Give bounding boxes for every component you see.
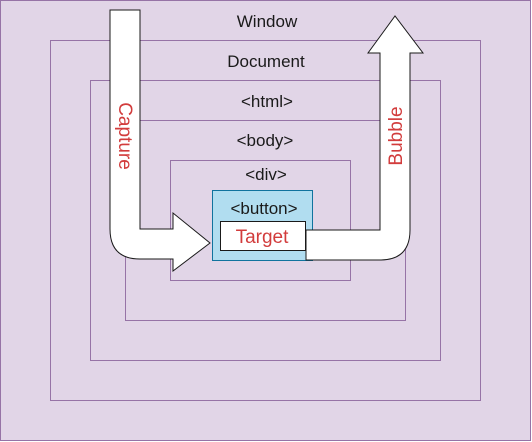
target-label: Target bbox=[236, 227, 290, 248]
html-box bbox=[90, 80, 441, 361]
capture-arrow bbox=[109, 9, 211, 273]
body-label: <body> bbox=[237, 131, 294, 150]
document-label: Document bbox=[227, 52, 305, 71]
bubble-label: Bubble bbox=[386, 106, 407, 165]
target-box bbox=[220, 221, 306, 251]
window-label: Window bbox=[237, 12, 298, 31]
bubble-arrow bbox=[305, 15, 425, 261]
html-label: <html> bbox=[241, 92, 293, 111]
button-label: <button> bbox=[230, 199, 297, 218]
document-box bbox=[50, 40, 481, 401]
div-label: <div> bbox=[245, 165, 287, 184]
div-box bbox=[170, 160, 351, 281]
capture-label: Capture bbox=[114, 102, 135, 170]
